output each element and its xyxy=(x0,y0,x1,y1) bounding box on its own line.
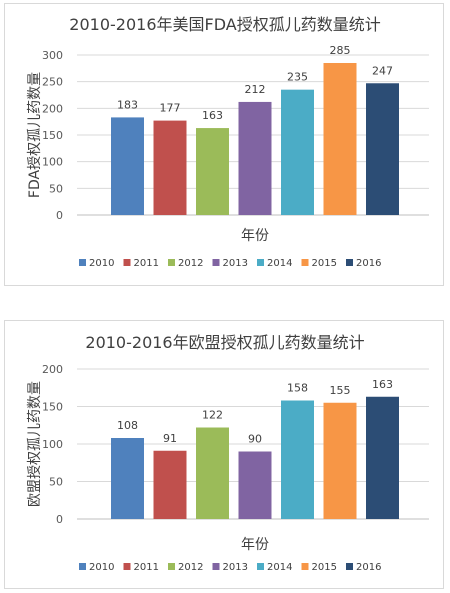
eu-bar-2013 xyxy=(238,451,272,519)
eu-legend-label-2010: 2010 xyxy=(89,562,114,573)
fda-y-tick-label: 250 xyxy=(42,76,63,89)
eu-legend-label-2015: 2015 xyxy=(312,562,337,573)
fda-data-label-2010: 183 xyxy=(117,98,138,111)
eu-data-label-2011: 91 xyxy=(163,432,177,445)
fda-legend-label-2016: 2016 xyxy=(356,258,381,269)
fda-legend-swatch-2013 xyxy=(212,259,220,266)
fda-y-tick-label: 150 xyxy=(42,129,63,142)
eu-legend-swatch-2014 xyxy=(257,563,264,570)
eu-x-axis-title: 年份 xyxy=(241,537,269,553)
eu-bar-2011 xyxy=(153,450,187,519)
fda-y-axis-title: FDA授权孤儿药数量 xyxy=(27,72,43,198)
fda-legend-swatch-2014 xyxy=(257,259,264,266)
fda-y-tick-label: 0 xyxy=(56,209,63,222)
eu-chart-title: 2010-2016年欧盟授权孤儿药数量统计 xyxy=(85,333,364,352)
fda-data-label-2011: 177 xyxy=(160,102,181,115)
eu-chart-svg: 2010-2016年欧盟授权孤儿药数量统计 0 50 100 150 200 欧盟授权孤儿药… xyxy=(27,333,429,573)
fda-bar-2012 xyxy=(196,128,229,215)
fda-data-label-2012: 163 xyxy=(202,109,223,122)
fda-bar-2011 xyxy=(153,120,187,215)
eu-y-tick-label: 150 xyxy=(42,401,63,414)
eu-bar-2010 xyxy=(111,438,144,519)
fda-data-label-2016: 247 xyxy=(372,64,393,77)
eu-y-tick-label: 50 xyxy=(49,476,63,489)
fda-x-axis-title: 年份 xyxy=(241,228,269,244)
fda-bar-2010 xyxy=(111,117,144,215)
fda-data-label-2015: 285 xyxy=(330,44,351,57)
fda-legend-swatch-2011 xyxy=(123,259,131,266)
fda-bar-2014 xyxy=(281,89,314,215)
fda-legend-label-2014: 2014 xyxy=(267,258,292,269)
eu-legend-swatch-2015 xyxy=(301,563,309,570)
fda-chart-svg: 2010-2016年美国FDA授权孤儿药数量统计 0 50 100 150 200 250 3… xyxy=(27,15,429,269)
eu-bar-2016 xyxy=(366,396,399,519)
fda-y-tick-label: 100 xyxy=(42,156,63,169)
eu-y-tick-label: 0 xyxy=(56,513,63,526)
eu-y-tick-label: 200 xyxy=(42,363,63,376)
eu-legend-label-2013: 2013 xyxy=(223,562,248,573)
fda-legend-label-2010: 2010 xyxy=(89,258,114,269)
eu-bar-2014 xyxy=(281,400,314,519)
fda-y-tick-label: 200 xyxy=(42,102,63,115)
fda-chart-title: 2010-2016年美国FDA授权孤儿药数量统计 xyxy=(69,15,380,34)
fda-y-tick-label: 300 xyxy=(42,49,63,62)
fda-legend-label-2012: 2012 xyxy=(178,258,203,269)
eu-legend-swatch-2016 xyxy=(346,563,353,570)
eu-legend-swatch-2012 xyxy=(168,563,175,570)
fda-bar-2015 xyxy=(323,63,357,215)
fda-y-tick-label: 50 xyxy=(49,182,63,195)
eu-data-label-2010: 108 xyxy=(117,419,138,432)
fda-bar-2016 xyxy=(366,83,399,216)
eu-legend-label-2011: 2011 xyxy=(134,562,159,573)
fda-legend-label-2011: 2011 xyxy=(134,258,159,269)
fda-data-label-2014: 235 xyxy=(287,71,308,84)
eu-bar-2012 xyxy=(196,427,229,519)
fda-legend-swatch-2010 xyxy=(79,259,86,266)
fda-chart: 2010-2016年美国FDA授权孤儿药数量统计 0 50 100 150 200 250 3… xyxy=(4,3,444,286)
eu-bar-2015 xyxy=(323,402,357,519)
fda-data-label-2013: 212 xyxy=(245,83,266,96)
eu-data-label-2015: 155 xyxy=(330,384,351,397)
eu-legend-swatch-2010 xyxy=(79,563,86,570)
eu-legend-label-2014: 2014 xyxy=(267,562,292,573)
eu-legend-swatch-2013 xyxy=(212,563,220,570)
eu-y-tick-label: 100 xyxy=(42,438,63,451)
fda-legend-swatch-2016 xyxy=(346,259,353,266)
fda-legend-swatch-2012 xyxy=(168,259,175,266)
eu-y-axis-title: 欧盟授权孤儿药数量 xyxy=(27,381,43,507)
eu-data-label-2014: 158 xyxy=(287,382,308,395)
fda-legend-swatch-2015 xyxy=(301,259,309,266)
eu-data-label-2013: 90 xyxy=(248,433,262,446)
eu-data-label-2016: 163 xyxy=(372,378,393,391)
eu-legend-label-2016: 2016 xyxy=(356,562,381,573)
fda-bar-2013 xyxy=(238,101,272,215)
fda-legend-label-2013: 2013 xyxy=(223,258,248,269)
eu-legend-label-2012: 2012 xyxy=(178,562,203,573)
eu-chart: 2010-2016年欧盟授权孤儿药数量统计 0 50 100 150 200 欧盟授权孤儿药… xyxy=(4,320,444,589)
eu-data-label-2012: 122 xyxy=(202,409,223,422)
eu-legend-swatch-2011 xyxy=(123,563,131,570)
fda-legend-label-2015: 2015 xyxy=(312,258,337,269)
